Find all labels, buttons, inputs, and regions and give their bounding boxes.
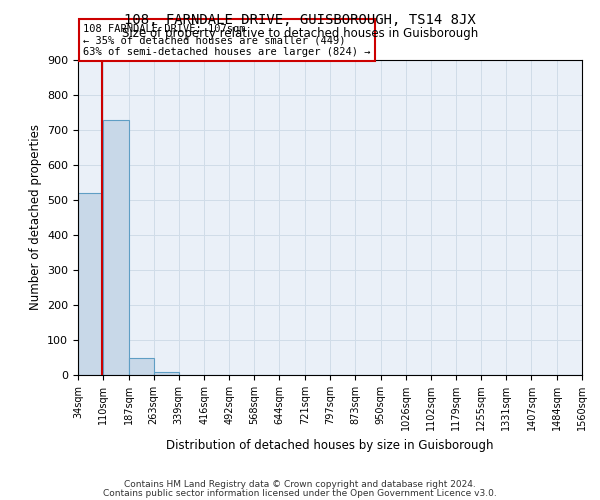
Text: 108, FARNDALE DRIVE, GUISBOROUGH, TS14 8JX: 108, FARNDALE DRIVE, GUISBOROUGH, TS14 8…: [124, 12, 476, 26]
Bar: [78, 193, 103, 375]
Text: Contains HM Land Registry data © Crown copyright and database right 2024.: Contains HM Land Registry data © Crown c…: [124, 480, 476, 489]
Text: Size of property relative to detached houses in Guisborough: Size of property relative to detached ho…: [122, 28, 478, 40]
Text: 108 FARNDALE DRIVE: 107sqm
← 35% of detached houses are smaller (449)
63% of sem: 108 FARNDALE DRIVE: 107sqm ← 35% of deta…: [83, 24, 371, 57]
Bar: [154, 372, 179, 375]
Text: Contains public sector information licensed under the Open Government Licence v3: Contains public sector information licen…: [103, 488, 497, 498]
X-axis label: Distribution of detached houses by size in Guisborough: Distribution of detached houses by size …: [166, 438, 494, 452]
Bar: [128, 358, 154, 375]
Y-axis label: Number of detached properties: Number of detached properties: [29, 124, 41, 310]
Bar: [103, 120, 128, 375]
